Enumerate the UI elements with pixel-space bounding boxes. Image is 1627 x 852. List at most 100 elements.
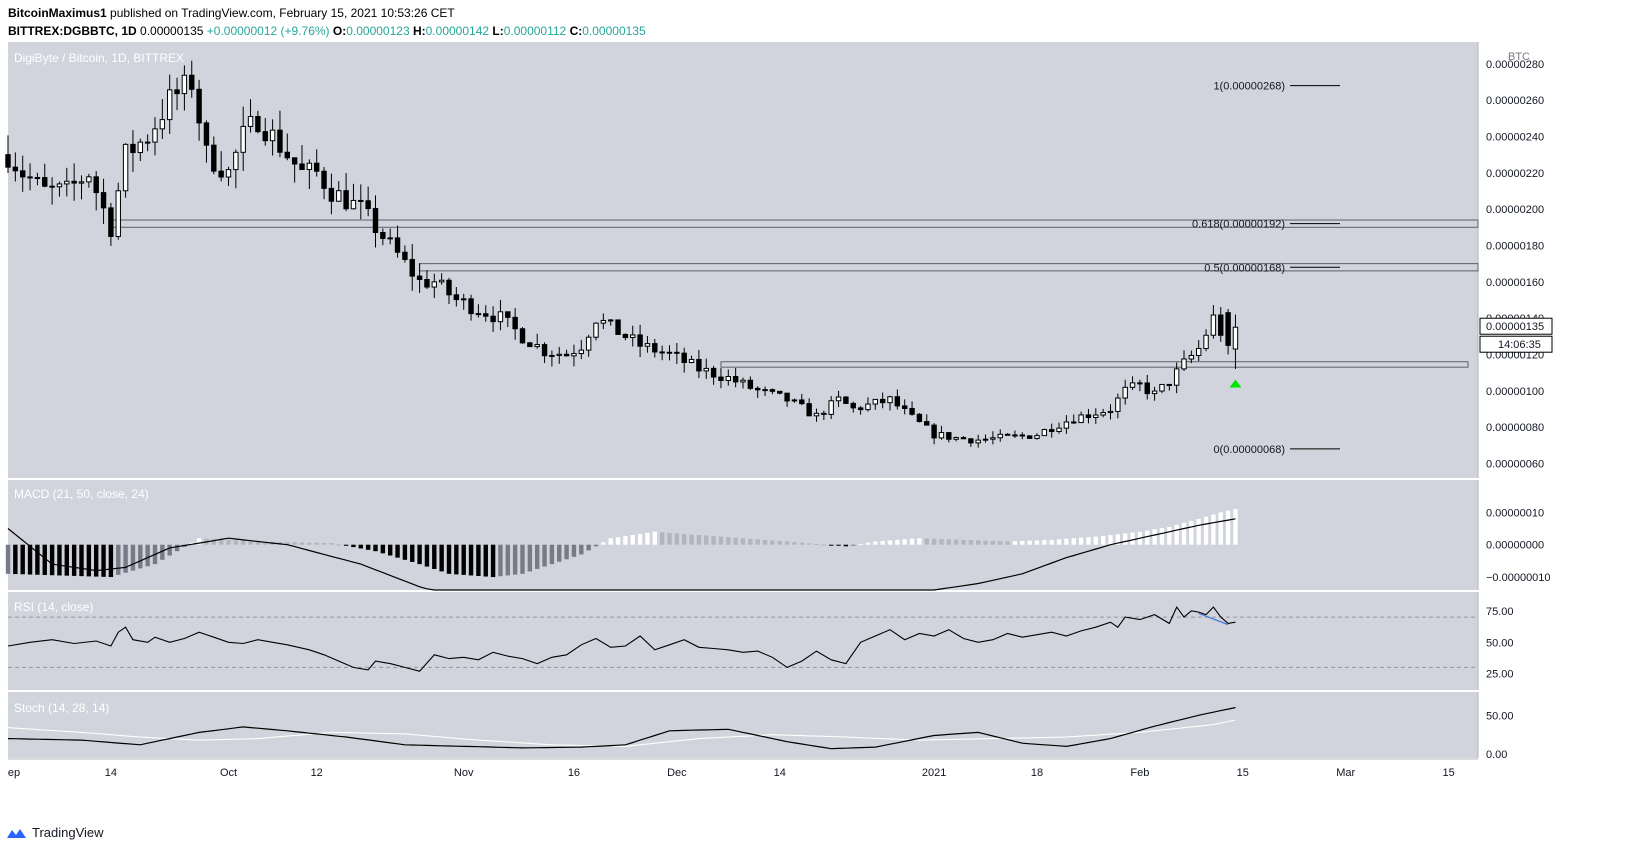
macd-histogram-bar bbox=[534, 544, 540, 569]
macd-histogram-bar bbox=[1218, 512, 1223, 545]
macd-histogram-bar bbox=[777, 540, 782, 545]
ohlc-line: BITTREX:DGBBTC, 1D 0.00000135 +0.0000001… bbox=[8, 24, 646, 38]
low-value: 0.00000112 bbox=[503, 24, 567, 38]
candle-body bbox=[181, 74, 188, 95]
macd-histogram-bar bbox=[601, 542, 606, 545]
macd-histogram-bar bbox=[1189, 520, 1194, 545]
macd-histogram-bar bbox=[674, 533, 680, 545]
candle-body bbox=[387, 237, 393, 240]
macd-histogram-bar bbox=[432, 544, 437, 569]
macd-histogram-bar bbox=[285, 542, 290, 545]
rsi-tick-label: 75.00 bbox=[1486, 606, 1514, 618]
candle-body bbox=[924, 421, 930, 426]
macd-histogram-bar bbox=[784, 541, 790, 545]
candle-body bbox=[740, 379, 746, 383]
tradingview-footer[interactable]: TradingView bbox=[6, 825, 104, 840]
macd-histogram-bar bbox=[1086, 537, 1091, 545]
macd-histogram-bar bbox=[123, 544, 128, 573]
candle-body bbox=[850, 402, 856, 409]
candle-body bbox=[247, 115, 254, 127]
candle-body bbox=[1093, 414, 1099, 419]
macd-histogram-bar bbox=[343, 544, 349, 546]
candle-body bbox=[505, 311, 511, 318]
macd-histogram-bar bbox=[5, 544, 11, 574]
macd-histogram-bar bbox=[1042, 540, 1047, 545]
macd-histogram-bar bbox=[248, 541, 253, 545]
macd-histogram-bar bbox=[292, 542, 297, 545]
time-tick-label: 12 bbox=[311, 767, 323, 779]
macd-histogram-bar bbox=[1159, 528, 1165, 545]
time-tick-label: Mar bbox=[1336, 767, 1355, 779]
candle-body bbox=[468, 298, 474, 315]
time-tick-label: Dec bbox=[667, 767, 687, 779]
macd-histogram-bar bbox=[637, 533, 643, 545]
macd-histogram-bar bbox=[1020, 540, 1025, 545]
macd-histogram-bar bbox=[1034, 540, 1040, 545]
candle-body bbox=[5, 154, 11, 168]
macd-histogram-bar bbox=[645, 532, 650, 545]
macd-histogram-bar bbox=[1225, 510, 1231, 545]
candle-body bbox=[784, 392, 790, 402]
candle-body bbox=[189, 74, 195, 90]
candle-body bbox=[343, 190, 349, 210]
macd-histogram-bar bbox=[630, 535, 635, 545]
candle-body bbox=[1063, 421, 1070, 429]
candle-body bbox=[1218, 314, 1224, 336]
candle-body bbox=[585, 336, 592, 351]
macd-histogram-bar bbox=[998, 541, 1003, 545]
candle-body bbox=[497, 311, 504, 323]
macd-histogram-bar bbox=[196, 538, 202, 545]
macd-histogram-bar bbox=[57, 544, 62, 576]
macd-histogram-bar bbox=[255, 541, 261, 545]
rsi-pane-background bbox=[8, 592, 1478, 690]
stoch-pane-background bbox=[8, 692, 1478, 758]
candle-body bbox=[152, 128, 158, 143]
candle-body bbox=[394, 237, 401, 253]
candle-body bbox=[196, 88, 202, 124]
macd-histogram-bar bbox=[42, 544, 47, 575]
candle-body bbox=[159, 119, 166, 130]
macd-histogram-bar bbox=[990, 540, 996, 545]
candle-body bbox=[732, 376, 739, 383]
stoch-d-line bbox=[7, 719, 1236, 747]
candle-body bbox=[1166, 383, 1173, 386]
candle-body bbox=[534, 344, 540, 348]
candle-body bbox=[879, 398, 886, 404]
candle-body bbox=[64, 180, 70, 185]
time-tick-label: Feb bbox=[1130, 767, 1149, 779]
macd-histogram-bar bbox=[689, 534, 694, 545]
author-name[interactable]: BitcoinMaximus1 bbox=[8, 6, 107, 20]
macd-histogram-bar bbox=[1211, 514, 1216, 545]
last-price: 0.00000135 bbox=[140, 24, 204, 38]
countdown-badge bbox=[1479, 335, 1553, 353]
price-tick-label: 0.00000220 bbox=[1486, 168, 1544, 180]
candle-body bbox=[1159, 383, 1165, 392]
macd-histogram-bar bbox=[909, 538, 915, 545]
macd-histogram-bar bbox=[314, 542, 319, 545]
open-label: O: bbox=[332, 24, 347, 38]
macd-histogram-bar bbox=[520, 544, 525, 574]
candle-body bbox=[799, 399, 805, 405]
tradingview-brand: TradingView bbox=[32, 825, 104, 840]
candle-body bbox=[791, 399, 798, 402]
macd-histogram-bar bbox=[549, 544, 555, 565]
candle-body bbox=[284, 151, 291, 159]
stoch-tick-label: 50.00 bbox=[1486, 710, 1514, 722]
candle-body bbox=[336, 190, 342, 202]
candle-body bbox=[541, 344, 548, 357]
price-change: +0.00000012 (+9.76%) bbox=[206, 24, 330, 38]
candle-body bbox=[806, 403, 812, 417]
candle-body bbox=[1195, 348, 1202, 356]
candle-body bbox=[622, 333, 629, 339]
macd-histogram-bar bbox=[130, 544, 136, 571]
candle-body bbox=[144, 141, 151, 144]
candle-body bbox=[821, 412, 827, 415]
macd-tick-label: 0.00000010 bbox=[1486, 507, 1544, 519]
price-tick-label: 0.00000200 bbox=[1486, 204, 1544, 216]
candle-body bbox=[1012, 434, 1018, 437]
macd-histogram-bar bbox=[821, 544, 827, 546]
candle-body bbox=[1078, 414, 1084, 424]
macd-histogram-bar bbox=[1233, 509, 1238, 545]
macd-histogram-bar bbox=[836, 544, 841, 546]
